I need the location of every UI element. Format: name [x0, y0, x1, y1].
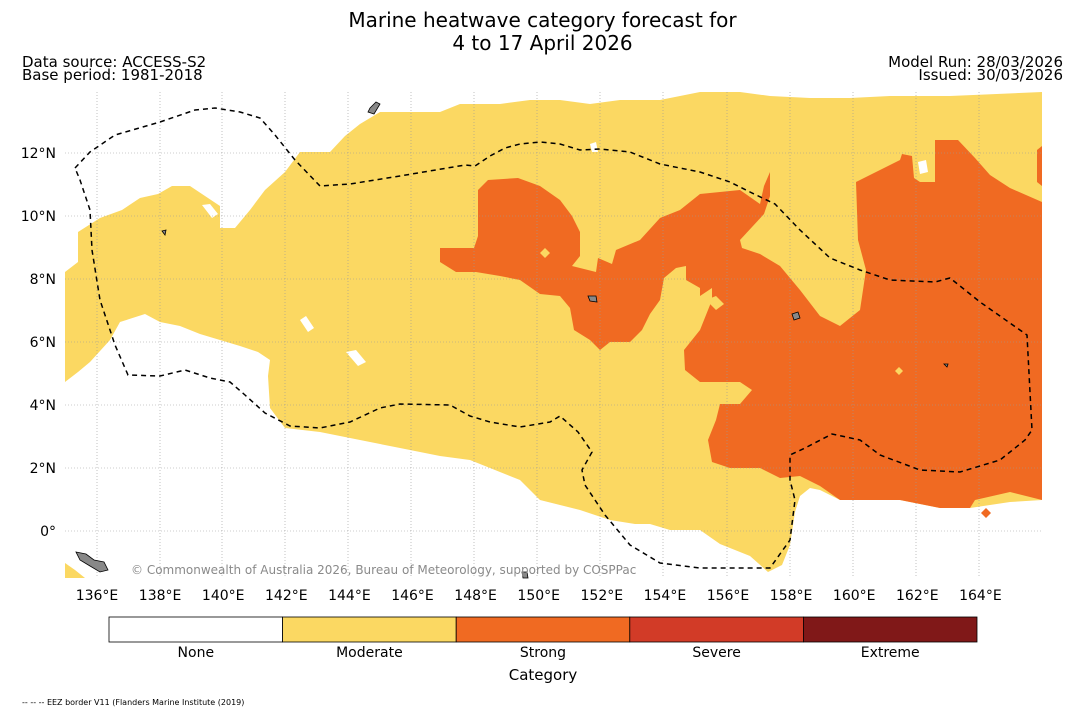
graticule — [65, 92, 1042, 578]
lon-label: 142°E — [265, 588, 308, 604]
strong-region — [440, 140, 1042, 518]
lon-label: 162°E — [896, 588, 939, 604]
longitude-labels: 136°E 138°E 140°E 142°E 144°E 146°E 148°E 150°E… — [76, 588, 1002, 604]
lon-label: 156°E — [707, 588, 750, 604]
map-title: Marine heatwave category forecast for 4 … — [0, 9, 1085, 55]
legend-label-extreme: Extreme — [860, 645, 920, 661]
lon-label: 164°E — [959, 588, 1002, 604]
legend-swatch-severe — [629, 616, 804, 643]
legend-swatch-extreme — [803, 616, 978, 643]
legend-label-none: None — [177, 645, 215, 661]
none-patches — [202, 142, 928, 366]
model-run: Model Run: 28/03/2026 — [888, 53, 1063, 71]
eez-border — [74, 107, 1033, 569]
lon-label: 154°E — [644, 588, 687, 604]
legend-swatch-strong — [455, 616, 631, 643]
eez-footnote: -- -- -- EEZ border V11 (Flanders Marine… — [22, 698, 245, 707]
copyright-notice: © Commonwealth of Australia 2026, Bureau… — [131, 563, 637, 577]
data-source: Data source: ACCESS-S2 — [22, 53, 207, 71]
source-info: Data source: ACCESS-S2 Base period: 1981… — [22, 53, 207, 84]
title-line-1: Marine heatwave category forecast for — [348, 8, 737, 32]
legend-title: Category — [508, 666, 578, 684]
legend-label-moderate: Moderate — [336, 645, 403, 661]
lon-label: 158°E — [770, 588, 813, 604]
lat-label: 0° — [40, 524, 56, 540]
lon-label: 144°E — [328, 588, 371, 604]
lat-label: 6°N — [30, 335, 56, 351]
run-info: Model Run: 28/03/2026 Issued: 30/03/2026 — [888, 53, 1063, 84]
lat-label: 12°N — [21, 146, 56, 162]
legend-swatch-none — [108, 616, 284, 643]
lon-label: 150°E — [517, 588, 560, 604]
lon-label: 146°E — [391, 588, 434, 604]
issued-date: Issued: 30/03/2026 — [918, 66, 1063, 84]
land-islands — [75, 101, 949, 579]
lat-label: 4°N — [30, 398, 56, 414]
base-period: Base period: 1981-2018 — [22, 66, 203, 84]
lat-label: 10°N — [21, 209, 56, 225]
lon-label: 152°E — [581, 588, 624, 604]
lat-label: 8°N — [30, 272, 56, 288]
lon-label: 148°E — [454, 588, 497, 604]
legend-label-severe: Severe — [692, 645, 741, 661]
lat-label: 2°N — [30, 461, 56, 477]
title-line-2: 4 to 17 April 2026 — [452, 31, 633, 55]
legend-swatch-moderate — [282, 616, 457, 643]
lon-label: 140°E — [202, 588, 245, 604]
lon-label: 136°E — [76, 588, 119, 604]
latitude-labels: 12°N 10°N 8°N 6°N 4°N 2°N 0° — [21, 146, 56, 540]
legend-label-strong: Strong — [519, 645, 567, 661]
lon-label: 138°E — [139, 588, 182, 604]
lon-label: 160°E — [833, 588, 876, 604]
legend-colorbar — [108, 616, 978, 643]
moderate-islands-in-strong — [540, 248, 903, 375]
strong-main — [440, 140, 1042, 508]
